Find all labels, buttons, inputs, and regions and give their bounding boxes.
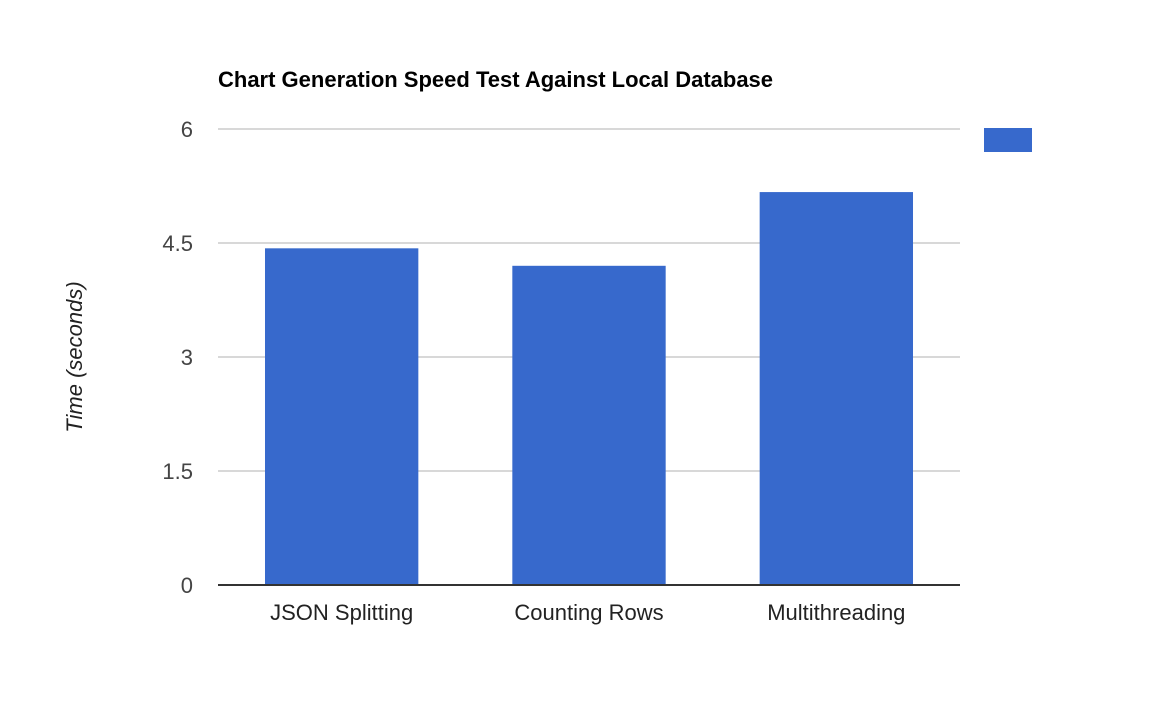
bar-multithreading (759, 192, 914, 585)
y-tick-label: 6 (181, 117, 193, 142)
bar-counting-rows (512, 265, 666, 585)
y-tick-label: 3 (181, 345, 193, 370)
x-category-label: Counting Rows (514, 600, 663, 625)
y-tick-label: 0 (181, 573, 193, 598)
x-category-label: Multithreading (767, 600, 905, 625)
chart-title: Chart Generation Speed Test Against Loca… (218, 67, 773, 92)
bars (264, 192, 914, 585)
y-tick-label: 1.5 (162, 459, 193, 484)
bar-json-splitting (264, 248, 419, 585)
y-tick-label: 4.5 (162, 231, 193, 256)
x-axis-labels: JSON Splitting Counting Rows Multithreadin… (270, 600, 905, 625)
y-axis-title: Time (seconds) (62, 281, 87, 432)
y-axis-ticks: 0 1.5 3 4.5 6 (162, 117, 193, 598)
legend-swatch (984, 128, 1032, 152)
x-category-label: JSON Splitting (270, 600, 413, 625)
